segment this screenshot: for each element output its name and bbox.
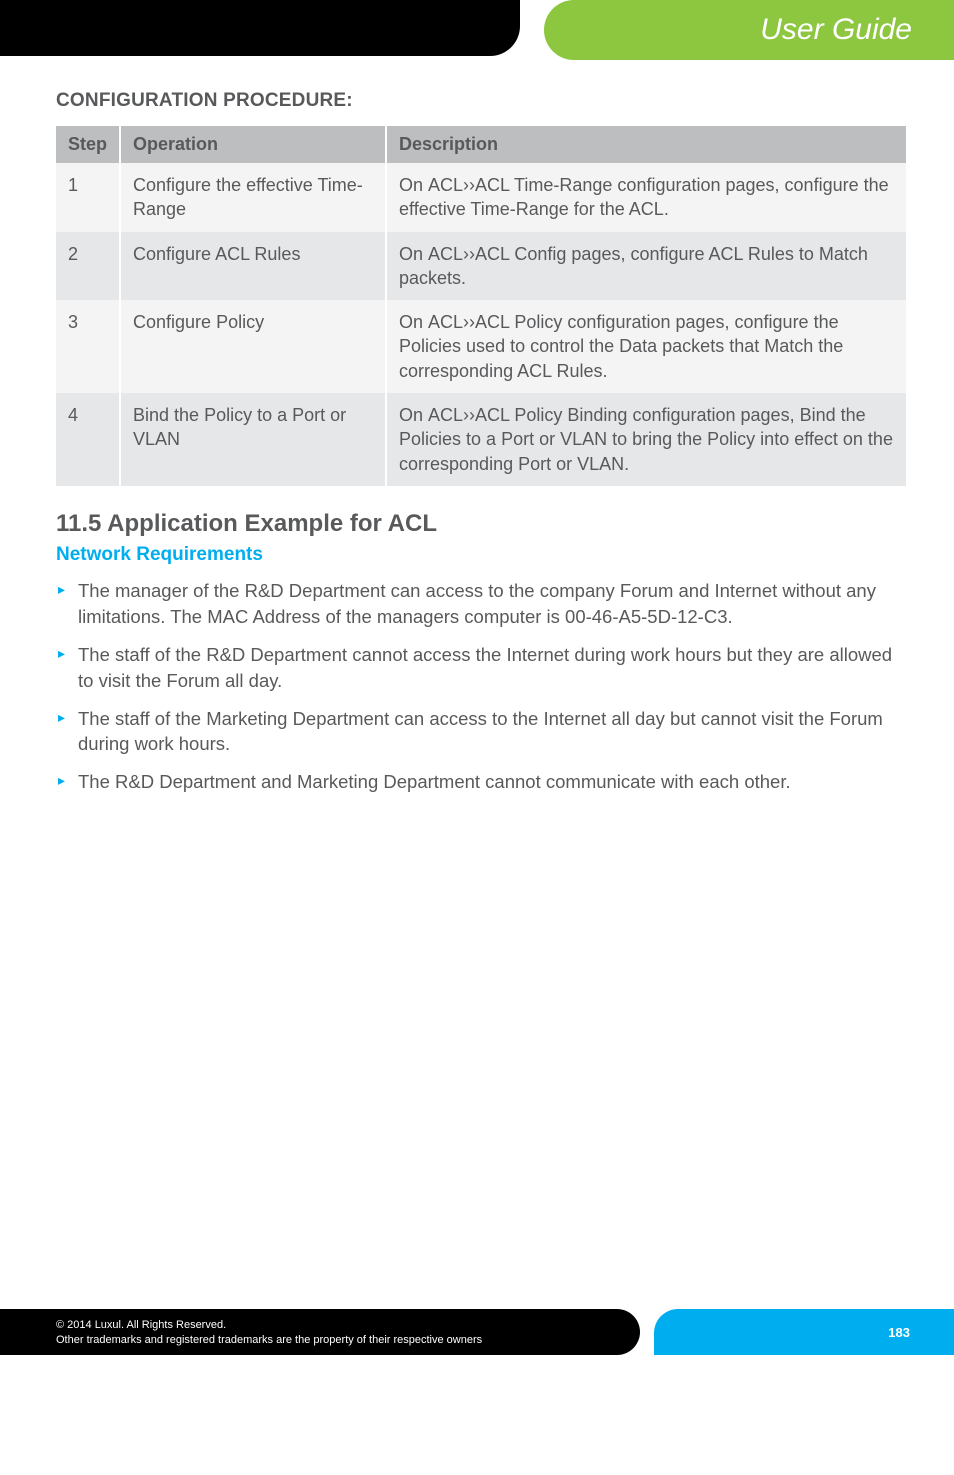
desc-prefix: On: [399, 244, 428, 264]
cell-description: On ACL››ACL Time-Range configuration pag…: [386, 163, 906, 232]
page-content: CONFIGURATION PROCEDURE: Step Operation …: [0, 90, 954, 795]
page-header: User Guide: [0, 0, 954, 66]
cell-operation: Configure ACL Rules: [120, 232, 386, 301]
application-title: 11.5 Application Example for ACL: [56, 510, 906, 538]
desc-bold: ACL››ACL Policy Binding: [428, 405, 627, 425]
table-row: 1 Configure the effective Time-Range On …: [56, 163, 906, 232]
table-row: 2 Configure ACL Rules On ACL››ACL Config…: [56, 232, 906, 301]
header-green-pill: User Guide: [544, 0, 954, 60]
doc-title: User Guide: [760, 13, 912, 47]
cell-operation: Configure Policy: [120, 300, 386, 393]
col-operation: Operation: [120, 126, 386, 163]
desc-bold: ACL››ACL Time-Range configuration: [428, 175, 720, 195]
cell-step: 1: [56, 163, 120, 232]
list-item: The manager of the R&D Department can ac…: [56, 578, 906, 630]
header-black-pill: [0, 0, 520, 56]
footer-page-number-pill: 183: [654, 1309, 954, 1355]
col-step: Step: [56, 126, 120, 163]
table-row: 3 Configure Policy On ACL››ACL Policy co…: [56, 300, 906, 393]
cell-operation: Bind the Policy to a Port or VLAN: [120, 393, 386, 486]
list-item: The staff of the R&D Department cannot a…: [56, 642, 906, 694]
requirements-list: The manager of the R&D Department can ac…: [56, 578, 906, 795]
copyright-line1: © 2014 Luxul. All Rights Reserved.: [56, 1318, 640, 1333]
cell-operation: Configure the effective Time-Range: [120, 163, 386, 232]
desc-prefix: On: [399, 175, 428, 195]
cell-description: On ACL››ACL Config pages, configure ACL …: [386, 232, 906, 301]
table-row: 4 Bind the Policy to a Port or VLAN On A…: [56, 393, 906, 486]
table-header-row: Step Operation Description: [56, 126, 906, 163]
footer-copyright: © 2014 Luxul. All Rights Reserved. Other…: [0, 1309, 640, 1355]
desc-bold: ACL››ACL Config: [428, 244, 566, 264]
desc-prefix: On: [399, 405, 428, 425]
cell-step: 2: [56, 232, 120, 301]
section-heading: CONFIGURATION PROCEDURE:: [56, 90, 906, 112]
cell-description: On ACL››ACL Policy Binding configuration…: [386, 393, 906, 486]
page-number: 183: [888, 1325, 910, 1340]
page-footer: © 2014 Luxul. All Rights Reserved. Other…: [0, 1305, 954, 1355]
network-requirements-heading: Network Requirements: [56, 544, 906, 566]
col-description: Description: [386, 126, 906, 163]
desc-prefix: On: [399, 312, 428, 332]
cell-description: On ACL››ACL Policy configuration pages, …: [386, 300, 906, 393]
copyright-line2: Other trademarks and registered trademar…: [56, 1333, 640, 1348]
cell-step: 4: [56, 393, 120, 486]
desc-bold: ACL››ACL Policy: [428, 312, 562, 332]
cell-step: 3: [56, 300, 120, 393]
list-item: The R&D Department and Marketing Departm…: [56, 769, 906, 795]
list-item: The staff of the Marketing Department ca…: [56, 706, 906, 758]
config-procedure-table: Step Operation Description 1 Configure t…: [56, 126, 906, 486]
